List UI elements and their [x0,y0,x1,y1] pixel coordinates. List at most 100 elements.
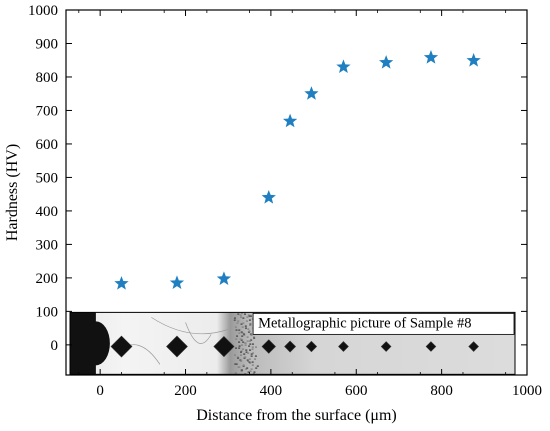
micrograph-grain [242,348,245,350]
micrograph-grain [244,342,247,344]
micrograph-grain [237,320,240,322]
y-tick-label: 700 [36,103,59,119]
y-tick-label: 0 [51,338,59,354]
micrograph-grain [247,371,250,373]
micrograph-grain [248,330,251,332]
micrograph-grain [244,344,247,346]
micrograph-grain [233,317,236,319]
micrograph-grain [251,364,254,366]
micrograph-grain [240,351,243,353]
y-tick-label: 500 [36,170,59,186]
micrograph-grain [245,351,248,353]
x-tick-label: 200 [174,383,197,399]
micrograph-edge-blob [81,321,110,366]
y-tick-label: 900 [36,36,59,52]
micrograph-grain [245,320,248,322]
micrograph-grain [256,365,259,367]
micrograph-grain [250,334,253,336]
micrograph-grain [240,323,243,325]
x-tick-label: 0 [96,383,104,399]
y-tick-label: 400 [36,204,59,220]
data-point-star [304,86,319,100]
micrograph-grain [244,325,247,327]
micrograph-grain [248,361,251,363]
micrograph-grain [247,328,250,330]
micrograph-grain [243,357,246,359]
micrograph-grain [243,334,246,336]
micrograph-grain [247,352,250,354]
micrograph-grain [240,370,243,372]
micrograph-grain [254,358,257,360]
y-tick-label: 100 [36,304,59,320]
x-axis-label: Distance from the surface (μm) [196,407,397,424]
micrograph-grain [241,312,244,314]
micrograph-grain [241,332,244,334]
micrograph-grain [255,346,258,348]
micrograph-grain [234,326,237,328]
plot-area [65,9,528,376]
micrograph-indentation [425,341,437,352]
micrograph-grain [236,356,239,358]
y-tick-label: 800 [36,70,59,86]
y-tick-label: 200 [36,271,59,287]
micrograph-indentation [110,335,133,358]
data-point-star [169,275,185,289]
micrograph-grain [242,322,245,324]
data-point-star [423,50,439,64]
micrograph-boundary [185,322,212,344]
data-point-star [282,113,298,128]
micrograph-grain [235,347,238,349]
micrograph-grain [248,345,251,347]
micrograph-indentations [110,335,479,358]
micrograph-grain [234,372,237,374]
micrograph-grain [238,332,241,334]
data-point-star [216,271,232,285]
micrograph-grain [254,355,257,357]
y-tick-label: 1000 [28,3,58,19]
micrograph-caption-box [252,312,515,335]
micrograph-grain [236,322,239,324]
y-axis: 0 100 200 300 400 500 600 700 800 900 1000 [28,3,527,354]
micrograph-grain [236,335,239,337]
micrograph-grain [248,358,251,360]
micrograph-caption: Metallographic picture of Sample #8 [258,315,471,331]
micrograph-grain [244,356,247,358]
micrograph-grain [240,331,243,333]
micrograph-grain [249,315,252,317]
micrograph-grain [240,369,243,371]
micrograph-grain [241,335,244,337]
micrograph-inset: Metallographic picture of Sample #8 [69,311,516,375]
micrograph-indentation [380,341,392,352]
micrograph-grain [249,333,252,335]
micrograph-grain [250,339,253,341]
micrograph-grain [246,336,249,338]
micrograph-grain [251,348,254,350]
micrograph-grain [241,326,244,328]
micrograph-grain [253,371,256,373]
micrograph-grain [251,343,254,345]
micrograph-grain [245,349,248,351]
micrograph-grain [250,353,253,355]
micrograph-grain [240,339,243,341]
micrograph-grain [242,317,245,319]
data-point-star [114,276,129,290]
micrograph-grain [233,319,236,321]
data-point-star [261,190,276,204]
y-tick-label: 300 [36,237,59,253]
y-axis-label: Hardness (HV) [4,144,21,241]
x-tick-label: 800 [430,383,453,399]
micrograph-grain [242,365,245,367]
micrograph-grain [247,331,250,333]
data-point-star [336,59,351,73]
micrograph-indentation [305,340,318,353]
x-axis: 0 200 400 600 800 1000 [78,10,542,399]
x-tick-label: 400 [260,383,283,399]
micrograph-grain [253,337,256,339]
micrograph-grain [247,314,250,316]
micrograph-grain [237,313,240,315]
micrograph-grain [240,350,243,352]
micrograph-grain [246,340,249,342]
micrograph-grain [245,368,248,370]
micrograph-grain [237,357,240,359]
